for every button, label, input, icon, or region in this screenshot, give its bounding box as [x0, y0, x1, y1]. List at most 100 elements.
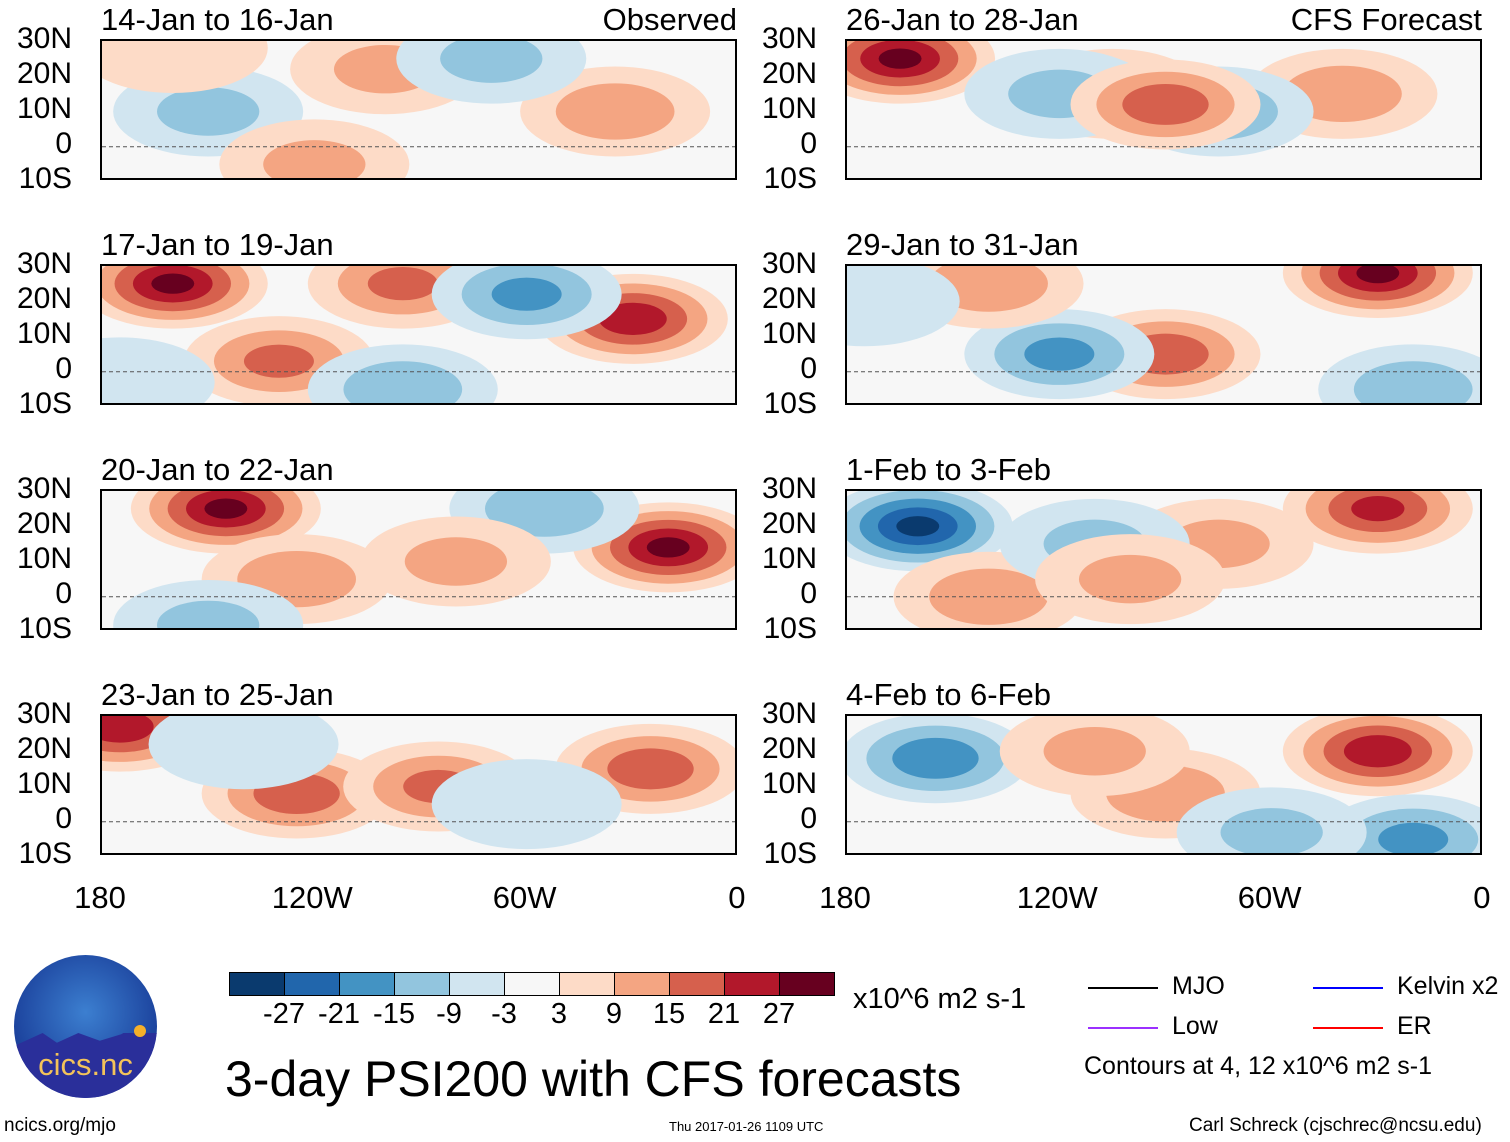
legend-label: ER [1397, 1012, 1432, 1040]
lat-tick: 30N [761, 697, 817, 730]
lat-tick: 10N [761, 92, 817, 125]
colorbar [229, 972, 835, 996]
lat-tick: 0 [800, 577, 817, 610]
anomaly-contour [1122, 83, 1209, 125]
site-url[interactable]: ncics.org/mjo [4, 1115, 116, 1136]
anomaly-contour [157, 600, 260, 628]
lat-tick: 20N [761, 282, 817, 315]
legend-label: Low [1172, 1012, 1218, 1040]
cics-logo: cics.nc [14, 955, 157, 1098]
map-panel [845, 264, 1482, 405]
lat-tick: 30N [761, 22, 817, 55]
lat-tick: 10N [761, 317, 817, 350]
lat-tick: 30N [16, 22, 72, 55]
colorbar-swatch [230, 973, 285, 995]
colorbar-swatch [450, 973, 505, 995]
panel-title: 17-Jan to 19-Jan [101, 227, 334, 262]
anomaly-contour [1220, 808, 1323, 853]
anomaly-contour [485, 491, 604, 537]
lat-tick: 10N [16, 542, 72, 575]
legend-label: Kelvin x2 [1397, 972, 1499, 1000]
logo-text: cics.nc [38, 1047, 133, 1082]
lat-tick: 0 [800, 352, 817, 385]
lat-tick: 30N [16, 472, 72, 505]
lat-tick: 0 [800, 127, 817, 160]
lat-tick: 0 [55, 352, 72, 385]
anomaly-contour [1343, 735, 1412, 768]
lat-tick: 10S [763, 837, 817, 870]
panel-title: 4-Feb to 6-Feb [846, 677, 1052, 712]
colorbar-tick: 21 [707, 998, 741, 1030]
panel-title: 26-Jan to 28-Jan [846, 2, 1079, 37]
anomaly-contour [1351, 496, 1405, 522]
anomaly-contour [151, 273, 195, 294]
anomaly-contour [243, 344, 314, 378]
anomaly-contour [555, 83, 675, 140]
colorbar-swatch [780, 973, 834, 995]
colorbar-swatch [725, 973, 780, 995]
colorbar-swatch [395, 973, 450, 995]
anomaly-contour [440, 41, 543, 83]
anomaly-contour [598, 302, 667, 335]
map-panel [100, 714, 737, 855]
map-panel [100, 39, 737, 180]
lat-tick: 20N [16, 57, 72, 90]
anomaly-contour [102, 337, 215, 403]
anomaly-contour [491, 277, 562, 311]
colorbar-swatch [505, 973, 560, 995]
lon-tick: 180 [819, 880, 871, 915]
lat-tick: 10N [16, 767, 72, 800]
anomaly-contour [102, 716, 154, 743]
lat-tick: 20N [761, 732, 817, 765]
contours-note: Contours at 4, 12 x10^6 m2 s-1 [1084, 1052, 1433, 1080]
map-panel [845, 39, 1482, 180]
anomaly-contour [204, 498, 248, 519]
anomaly-contour [607, 748, 694, 790]
lat-tick: 10S [18, 612, 72, 645]
colorbar-swatch [615, 973, 670, 995]
lon-tick: 0 [728, 880, 746, 915]
lat-tick: 10N [16, 92, 72, 125]
lon-tick: 120W [1016, 880, 1098, 915]
colorbar-tick: -27 [263, 998, 305, 1030]
legend-line [1313, 987, 1383, 989]
lat-tick: 30N [16, 247, 72, 280]
map-panel [100, 264, 737, 405]
lat-tick: 10S [763, 162, 817, 195]
panel-title: 29-Jan to 31-Jan [846, 227, 1079, 262]
lon-tick: 60W [492, 880, 557, 915]
lat-tick: 0 [800, 802, 817, 835]
map-panel [100, 489, 737, 630]
colorbar-tick: 15 [652, 998, 686, 1030]
figure-title: 3-day PSI200 with CFS forecasts [225, 1051, 962, 1107]
lat-tick: 0 [55, 577, 72, 610]
panel-title: 1-Feb to 3-Feb [846, 452, 1052, 487]
colorbar-tick: 9 [605, 998, 623, 1030]
anomaly-contour [148, 716, 339, 790]
lat-tick: 0 [55, 802, 72, 835]
lat-tick: 20N [761, 57, 817, 90]
units-label: x10^6 m2 s-1 [853, 983, 1027, 1015]
lon-tick: 0 [1473, 880, 1491, 915]
legend-line [1313, 1027, 1383, 1029]
anomaly-contour [431, 759, 622, 850]
anomaly-contour [1043, 727, 1146, 776]
colorbar-swatch [560, 973, 615, 995]
anomaly-contour [892, 737, 979, 779]
colorbar-tick: 3 [550, 998, 568, 1030]
lat-tick: 30N [761, 247, 817, 280]
map-panel [845, 489, 1482, 630]
lat-tick: 10S [763, 387, 817, 420]
lon-tick: 180 [74, 880, 126, 915]
colorbar-swatch [340, 973, 395, 995]
lat-tick: 10S [18, 162, 72, 195]
anomaly-contour [646, 537, 690, 558]
lat-tick: 10S [763, 612, 817, 645]
colorbar-tick: -9 [436, 998, 462, 1030]
legend-line [1088, 987, 1158, 989]
colorbar-tick: -15 [373, 998, 415, 1030]
lat-tick: 10N [761, 542, 817, 575]
timestamp: Thu 2017-01-26 1109 UTC [669, 1119, 824, 1134]
credit: Carl Schreck (cjschrec@ncsu.edu) [1189, 1115, 1482, 1136]
